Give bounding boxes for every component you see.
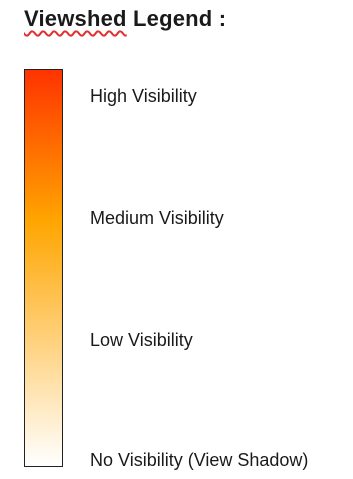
visibility-gradient-bar — [24, 69, 63, 467]
label-high-visibility: High Visibility — [90, 86, 197, 106]
legend-title-word: Viewshed — [24, 6, 127, 31]
legend-title-rest: Legend : — [126, 6, 227, 31]
legend-title: Viewshed Legend : — [24, 6, 226, 32]
label-medium-visibility: Medium Visibility — [90, 208, 224, 228]
label-low-visibility: Low Visibility — [90, 330, 193, 350]
label-no-visibility: No Visibility (View Shadow) — [90, 450, 309, 470]
